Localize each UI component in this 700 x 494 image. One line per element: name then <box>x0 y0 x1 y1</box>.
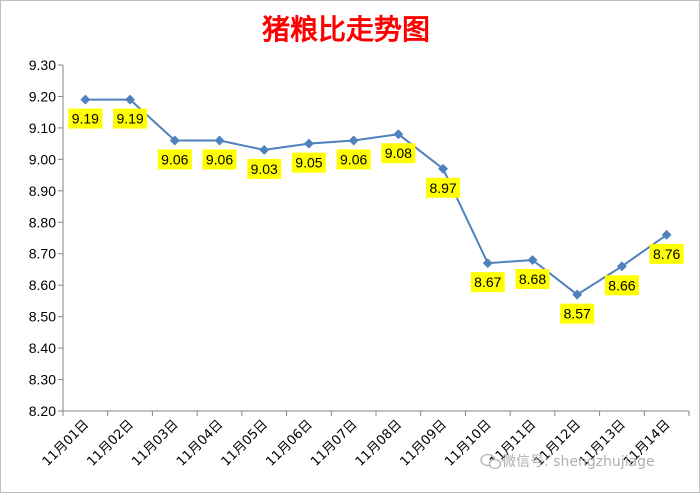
data-label: 8.67 <box>474 274 501 290</box>
data-point-marker <box>80 94 91 105</box>
data-label: 8.57 <box>564 306 591 322</box>
y-tick-label: 9.10 <box>29 120 56 136</box>
wechat-icon <box>480 453 502 470</box>
data-point-marker <box>214 135 225 146</box>
data-label-box <box>381 143 416 164</box>
data-label-box <box>157 149 192 170</box>
x-tick-label: 11月06日 <box>263 417 315 469</box>
data-point-marker <box>482 258 493 269</box>
x-tick-label: 11月05日 <box>219 417 271 469</box>
y-tick-label: 8.50 <box>29 309 56 325</box>
chart-title: 猪粮比走势图 <box>262 13 430 46</box>
watermark-text: 微信号: shengzhujiage <box>502 454 655 470</box>
data-point-marker <box>303 138 314 149</box>
y-tick-label: 8.40 <box>29 340 56 356</box>
x-tick-label: 11月10日 <box>442 417 494 469</box>
y-tick-label: 8.30 <box>29 372 56 388</box>
data-label-box <box>202 149 237 170</box>
series-line <box>85 98 668 296</box>
y-tick-label: 8.80 <box>29 214 56 230</box>
x-tick-label: 11月03日 <box>129 417 181 469</box>
x-tick-label: 11月08日 <box>353 417 405 469</box>
data-point-marker <box>438 163 449 174</box>
data-label: 9.06 <box>206 151 233 167</box>
y-tick-label: 9.20 <box>29 88 56 104</box>
x-tick-label: 11月07日 <box>308 417 360 469</box>
data-point-marker <box>259 144 270 155</box>
data-label-box <box>291 152 326 173</box>
x-tick-label: 11月04日 <box>174 417 226 469</box>
data-point-marker <box>616 261 627 272</box>
data-label: 8.66 <box>608 277 635 293</box>
data-label-box <box>336 149 371 170</box>
data-label: 9.19 <box>72 111 99 127</box>
data-label: 8.76 <box>653 246 680 262</box>
y-tick-group: 9.30 9.20 9.10 9.00 8.90 8.80 8.70 8.60 8.50 8.40… <box>29 57 63 419</box>
data-label: 9.03 <box>251 161 278 177</box>
y-tick-label: 9.00 <box>29 151 56 167</box>
x-tick-label: 11月01日 <box>40 417 92 469</box>
data-point-marker <box>393 129 404 140</box>
data-label-box <box>113 108 148 129</box>
data-label-box <box>515 269 550 290</box>
watermark: 微信号: shengzhujiage <box>480 453 655 470</box>
y-tick-label: 9.30 <box>29 57 56 73</box>
data-label-group: 9.19 9.19 9.06 9.06 9.03 9.05 9.06 9.08 8.97 8.67… <box>68 108 684 324</box>
data-label-box <box>604 275 639 296</box>
y-tick-label: 8.70 <box>29 246 56 262</box>
data-point-marker <box>348 135 359 146</box>
data-label: 9.05 <box>295 155 322 171</box>
data-label-box <box>649 243 684 264</box>
data-label-box <box>68 108 103 129</box>
data-label: 8.97 <box>429 180 456 196</box>
y-tick-label: 8.20 <box>29 403 56 419</box>
data-label: 9.06 <box>161 151 188 167</box>
data-label-box <box>470 272 505 293</box>
data-point-marker <box>661 229 672 240</box>
data-point-marker <box>125 94 136 105</box>
data-label: 9.19 <box>116 111 143 127</box>
data-label-box <box>560 303 595 324</box>
y-tick-label: 8.90 <box>29 183 56 199</box>
x-tick-label: 11月09日 <box>398 417 450 469</box>
data-label: 8.68 <box>519 271 546 287</box>
data-label: 9.08 <box>385 145 412 161</box>
data-point-marker <box>572 289 583 300</box>
series-line-group <box>80 94 672 300</box>
y-tick-label: 8.60 <box>29 277 56 293</box>
data-point-marker <box>169 135 180 146</box>
data-label-box <box>426 177 461 198</box>
data-label-box <box>247 158 282 179</box>
data-point-marker <box>527 255 538 265</box>
data-label: 9.06 <box>340 151 367 167</box>
x-tick-label: 11月02日 <box>85 417 137 469</box>
